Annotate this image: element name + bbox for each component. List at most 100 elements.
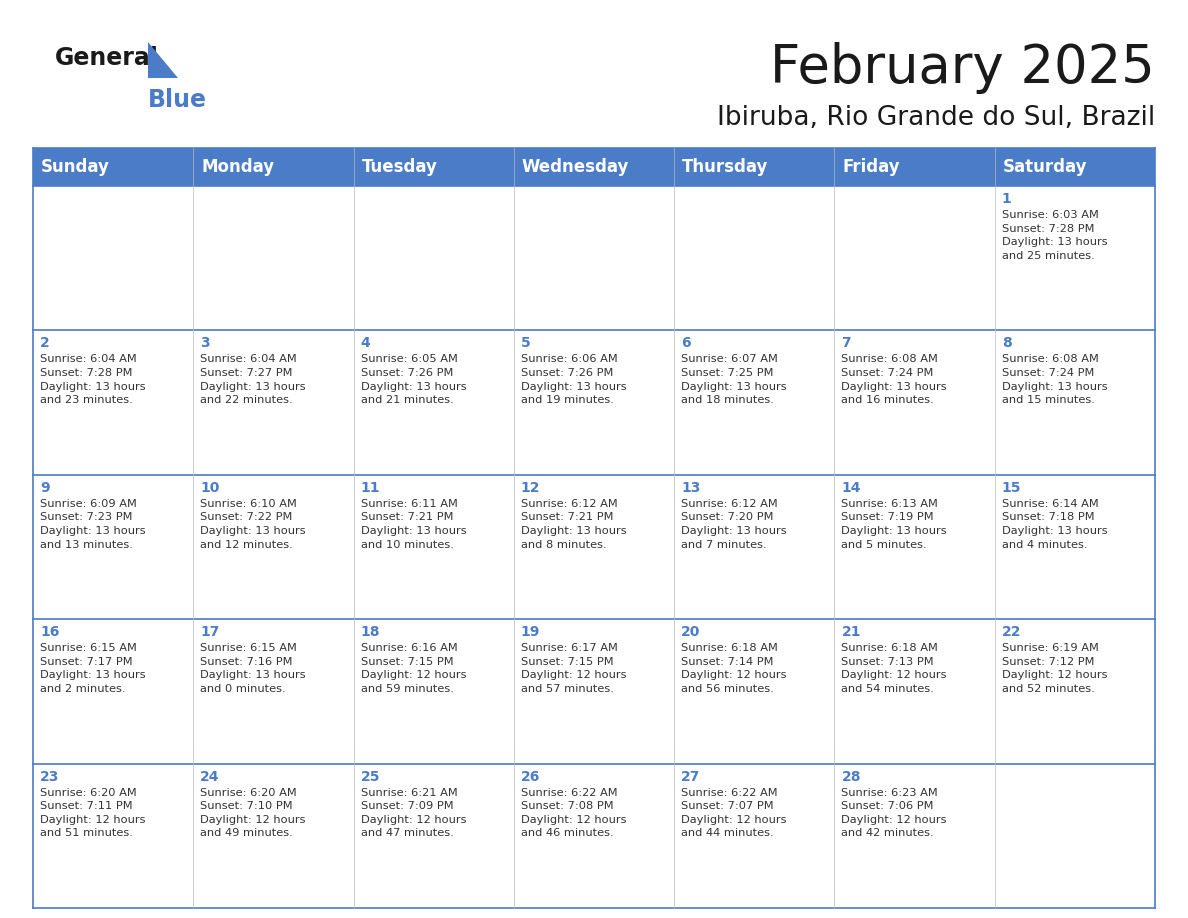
Text: Monday: Monday — [201, 158, 274, 176]
Bar — [674, 330, 834, 475]
Text: Sunrise: 6:19 AM
Sunset: 7:12 PM
Daylight: 12 hours
and 52 minutes.: Sunrise: 6:19 AM Sunset: 7:12 PM Dayligh… — [1001, 644, 1107, 694]
Text: 17: 17 — [201, 625, 220, 639]
Text: Thursday: Thursday — [682, 158, 769, 176]
Bar — [994, 620, 1155, 764]
Text: 6: 6 — [681, 336, 690, 351]
Bar — [514, 620, 674, 764]
Text: Friday: Friday — [842, 158, 901, 176]
Text: Sunrise: 6:18 AM
Sunset: 7:14 PM
Daylight: 12 hours
and 56 minutes.: Sunrise: 6:18 AM Sunset: 7:14 PM Dayligh… — [681, 644, 786, 694]
Bar — [33, 620, 194, 764]
Bar — [514, 475, 674, 620]
Text: Sunrise: 6:04 AM
Sunset: 7:28 PM
Daylight: 13 hours
and 23 minutes.: Sunrise: 6:04 AM Sunset: 7:28 PM Dayligh… — [40, 354, 146, 405]
Text: Sunrise: 6:14 AM
Sunset: 7:18 PM
Daylight: 13 hours
and 4 minutes.: Sunrise: 6:14 AM Sunset: 7:18 PM Dayligh… — [1001, 498, 1107, 550]
Text: 3: 3 — [201, 336, 210, 351]
Bar — [834, 620, 994, 764]
Text: 26: 26 — [520, 769, 541, 784]
Bar — [354, 186, 514, 330]
Text: Sunrise: 6:10 AM
Sunset: 7:22 PM
Daylight: 13 hours
and 12 minutes.: Sunrise: 6:10 AM Sunset: 7:22 PM Dayligh… — [201, 498, 307, 550]
Text: Sunrise: 6:15 AM
Sunset: 7:16 PM
Daylight: 13 hours
and 0 minutes.: Sunrise: 6:15 AM Sunset: 7:16 PM Dayligh… — [201, 644, 307, 694]
Text: 11: 11 — [361, 481, 380, 495]
Bar — [674, 475, 834, 620]
Bar — [674, 186, 834, 330]
Text: 27: 27 — [681, 769, 701, 784]
Bar — [354, 764, 514, 908]
Bar — [514, 764, 674, 908]
Text: 25: 25 — [361, 769, 380, 784]
Bar — [354, 330, 514, 475]
Polygon shape — [148, 42, 178, 78]
Bar — [354, 620, 514, 764]
Text: 5: 5 — [520, 336, 531, 351]
Bar — [674, 620, 834, 764]
Text: Sunrise: 6:20 AM
Sunset: 7:11 PM
Daylight: 12 hours
and 51 minutes.: Sunrise: 6:20 AM Sunset: 7:11 PM Dayligh… — [40, 788, 145, 838]
Text: Sunrise: 6:06 AM
Sunset: 7:26 PM
Daylight: 13 hours
and 19 minutes.: Sunrise: 6:06 AM Sunset: 7:26 PM Dayligh… — [520, 354, 626, 405]
Text: Sunrise: 6:22 AM
Sunset: 7:07 PM
Daylight: 12 hours
and 44 minutes.: Sunrise: 6:22 AM Sunset: 7:07 PM Dayligh… — [681, 788, 786, 838]
Text: 9: 9 — [40, 481, 50, 495]
Text: Sunrise: 6:08 AM
Sunset: 7:24 PM
Daylight: 13 hours
and 15 minutes.: Sunrise: 6:08 AM Sunset: 7:24 PM Dayligh… — [1001, 354, 1107, 405]
Text: Sunrise: 6:20 AM
Sunset: 7:10 PM
Daylight: 12 hours
and 49 minutes.: Sunrise: 6:20 AM Sunset: 7:10 PM Dayligh… — [201, 788, 305, 838]
Text: Sunrise: 6:18 AM
Sunset: 7:13 PM
Daylight: 12 hours
and 54 minutes.: Sunrise: 6:18 AM Sunset: 7:13 PM Dayligh… — [841, 644, 947, 694]
Text: 8: 8 — [1001, 336, 1011, 351]
Text: Sunrise: 6:13 AM
Sunset: 7:19 PM
Daylight: 13 hours
and 5 minutes.: Sunrise: 6:13 AM Sunset: 7:19 PM Dayligh… — [841, 498, 947, 550]
Text: 24: 24 — [201, 769, 220, 784]
Text: Saturday: Saturday — [1003, 158, 1087, 176]
Text: Sunrise: 6:05 AM
Sunset: 7:26 PM
Daylight: 13 hours
and 21 minutes.: Sunrise: 6:05 AM Sunset: 7:26 PM Dayligh… — [361, 354, 466, 405]
Text: Sunday: Sunday — [42, 158, 109, 176]
Text: Sunrise: 6:23 AM
Sunset: 7:06 PM
Daylight: 12 hours
and 42 minutes.: Sunrise: 6:23 AM Sunset: 7:06 PM Dayligh… — [841, 788, 947, 838]
Text: February 2025: February 2025 — [770, 42, 1155, 94]
Text: 28: 28 — [841, 769, 861, 784]
Text: 18: 18 — [361, 625, 380, 639]
Bar — [194, 620, 354, 764]
Bar — [33, 764, 194, 908]
Text: 13: 13 — [681, 481, 701, 495]
Text: 4: 4 — [361, 336, 371, 351]
Bar — [194, 330, 354, 475]
Bar — [33, 330, 194, 475]
Bar — [834, 330, 994, 475]
Text: Sunrise: 6:16 AM
Sunset: 7:15 PM
Daylight: 12 hours
and 59 minutes.: Sunrise: 6:16 AM Sunset: 7:15 PM Dayligh… — [361, 644, 466, 694]
Bar — [674, 764, 834, 908]
Text: 15: 15 — [1001, 481, 1022, 495]
Text: 2: 2 — [40, 336, 50, 351]
Text: 23: 23 — [40, 769, 59, 784]
Bar — [33, 148, 1155, 186]
Text: 20: 20 — [681, 625, 701, 639]
Text: 14: 14 — [841, 481, 861, 495]
Bar — [834, 764, 994, 908]
Text: 1: 1 — [1001, 192, 1011, 206]
Text: Sunrise: 6:15 AM
Sunset: 7:17 PM
Daylight: 13 hours
and 2 minutes.: Sunrise: 6:15 AM Sunset: 7:17 PM Dayligh… — [40, 644, 146, 694]
Text: Sunrise: 6:12 AM
Sunset: 7:20 PM
Daylight: 13 hours
and 7 minutes.: Sunrise: 6:12 AM Sunset: 7:20 PM Dayligh… — [681, 498, 786, 550]
Text: Ibiruba, Rio Grande do Sul, Brazil: Ibiruba, Rio Grande do Sul, Brazil — [716, 105, 1155, 131]
Text: Sunrise: 6:21 AM
Sunset: 7:09 PM
Daylight: 12 hours
and 47 minutes.: Sunrise: 6:21 AM Sunset: 7:09 PM Dayligh… — [361, 788, 466, 838]
Text: 10: 10 — [201, 481, 220, 495]
Text: Sunrise: 6:12 AM
Sunset: 7:21 PM
Daylight: 13 hours
and 8 minutes.: Sunrise: 6:12 AM Sunset: 7:21 PM Dayligh… — [520, 498, 626, 550]
Text: Sunrise: 6:17 AM
Sunset: 7:15 PM
Daylight: 12 hours
and 57 minutes.: Sunrise: 6:17 AM Sunset: 7:15 PM Dayligh… — [520, 644, 626, 694]
Text: Blue: Blue — [148, 88, 207, 112]
Bar — [33, 186, 194, 330]
Bar — [994, 330, 1155, 475]
Text: Sunrise: 6:07 AM
Sunset: 7:25 PM
Daylight: 13 hours
and 18 minutes.: Sunrise: 6:07 AM Sunset: 7:25 PM Dayligh… — [681, 354, 786, 405]
Text: 22: 22 — [1001, 625, 1022, 639]
Text: 19: 19 — [520, 625, 541, 639]
Text: Wednesday: Wednesday — [522, 158, 630, 176]
Text: Tuesday: Tuesday — [361, 158, 437, 176]
Text: 21: 21 — [841, 625, 861, 639]
Bar — [834, 475, 994, 620]
Text: Sunrise: 6:11 AM
Sunset: 7:21 PM
Daylight: 13 hours
and 10 minutes.: Sunrise: 6:11 AM Sunset: 7:21 PM Dayligh… — [361, 498, 466, 550]
Text: Sunrise: 6:22 AM
Sunset: 7:08 PM
Daylight: 12 hours
and 46 minutes.: Sunrise: 6:22 AM Sunset: 7:08 PM Dayligh… — [520, 788, 626, 838]
Bar — [994, 764, 1155, 908]
Text: Sunrise: 6:03 AM
Sunset: 7:28 PM
Daylight: 13 hours
and 25 minutes.: Sunrise: 6:03 AM Sunset: 7:28 PM Dayligh… — [1001, 210, 1107, 261]
Text: 12: 12 — [520, 481, 541, 495]
Bar — [994, 475, 1155, 620]
Bar — [514, 330, 674, 475]
Bar — [194, 764, 354, 908]
Text: Sunrise: 6:08 AM
Sunset: 7:24 PM
Daylight: 13 hours
and 16 minutes.: Sunrise: 6:08 AM Sunset: 7:24 PM Dayligh… — [841, 354, 947, 405]
Text: Sunrise: 6:09 AM
Sunset: 7:23 PM
Daylight: 13 hours
and 13 minutes.: Sunrise: 6:09 AM Sunset: 7:23 PM Dayligh… — [40, 498, 146, 550]
Bar — [834, 186, 994, 330]
Text: 7: 7 — [841, 336, 851, 351]
Bar — [354, 475, 514, 620]
Text: 16: 16 — [40, 625, 59, 639]
Bar — [514, 186, 674, 330]
Bar — [33, 475, 194, 620]
Bar — [994, 186, 1155, 330]
